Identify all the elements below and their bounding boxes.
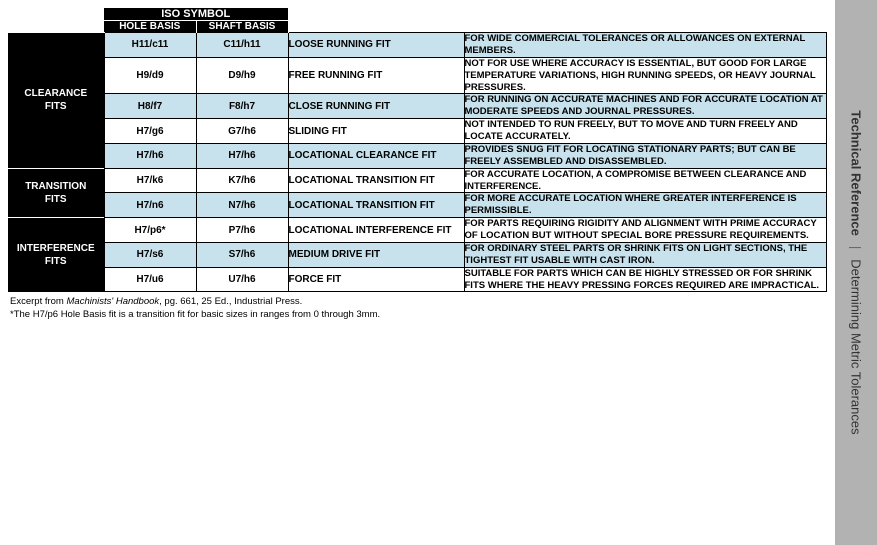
description-cell: FOR WIDE COMMERCIAL TOLERANCES OR ALLOWA… [464, 33, 827, 58]
sidebar-subtitle: Determining Metric Tolerances [849, 259, 864, 434]
description-cell: PROVIDES SNUG FIT FOR LOCATING STATIONAR… [464, 143, 827, 168]
table-row: H7/n6N7/h6LOCATIONAL TRANSITION FITFOR M… [8, 193, 827, 218]
fit-name-cell: SLIDING FIT [288, 119, 464, 144]
header-blank [288, 8, 464, 21]
hole-basis-cell: H7/s6 [104, 242, 196, 267]
description-cell: FOR PARTS REQUIRING RIGIDITY AND ALIGNME… [464, 218, 827, 243]
hole-basis-cell: H7/g6 [104, 119, 196, 144]
description-cell: NOT FOR USE WHERE ACCURACY IS ESSENTIAL,… [464, 57, 827, 94]
fits-table: ISO SYMBOL HOLE BASIS SHAFT BASIS CLEARA… [8, 8, 827, 292]
shaft-basis-cell: N7/h6 [196, 193, 288, 218]
shaft-basis-cell: S7/h6 [196, 242, 288, 267]
shaft-basis-cell: K7/h6 [196, 168, 288, 193]
description-cell: NOT INTENDED TO RUN FREELY, BUT TO MOVE … [464, 119, 827, 144]
header-blank [288, 21, 464, 33]
description-cell: SUITABLE FOR PARTS WHICH CAN BE HIGHLY S… [464, 267, 827, 292]
header-blank [464, 8, 827, 21]
table-row: H7/g6G7/h6SLIDING FITNOT INTENDED TO RUN… [8, 119, 827, 144]
fit-name-cell: FORCE FIT [288, 267, 464, 292]
footnote-text: Excerpt from [10, 296, 67, 307]
header-iso-symbol: ISO SYMBOL [104, 8, 288, 21]
page: ISO SYMBOL HOLE BASIS SHAFT BASIS CLEARA… [0, 0, 877, 545]
fit-name-cell: FREE RUNNING FIT [288, 57, 464, 94]
table-row: CLEARANCEFITSH11/c11C11/h11LOOSE RUNNING… [8, 33, 827, 58]
table-row: INTERFERENCEFITSH7/p6*P7/h6LOCATIONAL IN… [8, 218, 827, 243]
shaft-basis-cell: G7/h6 [196, 119, 288, 144]
category-cell: CLEARANCEFITS [8, 33, 104, 169]
hole-basis-cell: H9/d9 [104, 57, 196, 94]
main-content: ISO SYMBOL HOLE BASIS SHAFT BASIS CLEARA… [0, 0, 835, 545]
header-blank [464, 21, 827, 33]
table-header: ISO SYMBOL HOLE BASIS SHAFT BASIS [8, 8, 827, 33]
table-row: H8/f7F8/h7CLOSE RUNNING FITFOR RUNNING O… [8, 94, 827, 119]
hole-basis-cell: H7/n6 [104, 193, 196, 218]
fit-name-cell: LOOSE RUNNING FIT [288, 33, 464, 58]
fit-name-cell: MEDIUM DRIVE FIT [288, 242, 464, 267]
hole-basis-cell: H7/k6 [104, 168, 196, 193]
category-cell: TRANSITIONFITS [8, 168, 104, 218]
shaft-basis-cell: D9/h9 [196, 57, 288, 94]
header-shaft-basis: SHAFT BASIS [196, 21, 288, 33]
fit-name-cell: CLOSE RUNNING FIT [288, 94, 464, 119]
shaft-basis-cell: C11/h11 [196, 33, 288, 58]
hole-basis-cell: H8/f7 [104, 94, 196, 119]
hole-basis-cell: H7/u6 [104, 267, 196, 292]
shaft-basis-cell: U7/h6 [196, 267, 288, 292]
description-cell: FOR ACCURATE LOCATION, A COMPROMISE BETW… [464, 168, 827, 193]
hole-basis-cell: H7/p6* [104, 218, 196, 243]
header-hole-basis: HOLE BASIS [104, 21, 196, 33]
fit-name-cell: LOCATIONAL CLEARANCE FIT [288, 143, 464, 168]
sidebar-title: Technical Reference [849, 110, 864, 235]
header-blank [8, 8, 104, 33]
shaft-basis-cell: H7/h6 [196, 143, 288, 168]
table-row: H7/u6U7/h6FORCE FITSUITABLE FOR PARTS WH… [8, 267, 827, 292]
table-row: TRANSITIONFITSH7/k6K7/h6LOCATIONAL TRANS… [8, 168, 827, 193]
shaft-basis-cell: P7/h6 [196, 218, 288, 243]
description-cell: FOR RUNNING ON ACCURATE MACHINES AND FOR… [464, 94, 827, 119]
sidebar: Technical Reference | Determining Metric… [835, 0, 877, 545]
table-row: H9/d9D9/h9FREE RUNNING FITNOT FOR USE WH… [8, 57, 827, 94]
description-cell: FOR ORDINARY STEEL PARTS OR SHRINK FITS … [464, 242, 827, 267]
footnote: Excerpt from Machinists' Handbook, pg. 6… [10, 296, 827, 321]
table-body: CLEARANCEFITSH11/c11C11/h11LOOSE RUNNING… [8, 33, 827, 292]
hole-basis-cell: H7/h6 [104, 143, 196, 168]
footnote-text: *The H7/p6 Hole Basis fit is a transitio… [10, 309, 380, 320]
sidebar-separator: | [849, 246, 864, 249]
footnote-italic: Machinists' Handbook [67, 296, 160, 307]
hole-basis-cell: H11/c11 [104, 33, 196, 58]
fit-name-cell: LOCATIONAL TRANSITION FIT [288, 168, 464, 193]
sidebar-label: Technical Reference | Determining Metric… [849, 110, 864, 434]
fit-name-cell: LOCATIONAL INTERFERENCE FIT [288, 218, 464, 243]
table-row: H7/s6S7/h6MEDIUM DRIVE FITFOR ORDINARY S… [8, 242, 827, 267]
table-row: H7/h6H7/h6LOCATIONAL CLEARANCE FITPROVID… [8, 143, 827, 168]
category-cell: INTERFERENCEFITS [8, 218, 104, 292]
shaft-basis-cell: F8/h7 [196, 94, 288, 119]
footnote-text: , pg. 661, 25 Ed., Industrial Press. [159, 296, 302, 307]
fit-name-cell: LOCATIONAL TRANSITION FIT [288, 193, 464, 218]
description-cell: FOR MORE ACCURATE LOCATION WHERE GREATER… [464, 193, 827, 218]
